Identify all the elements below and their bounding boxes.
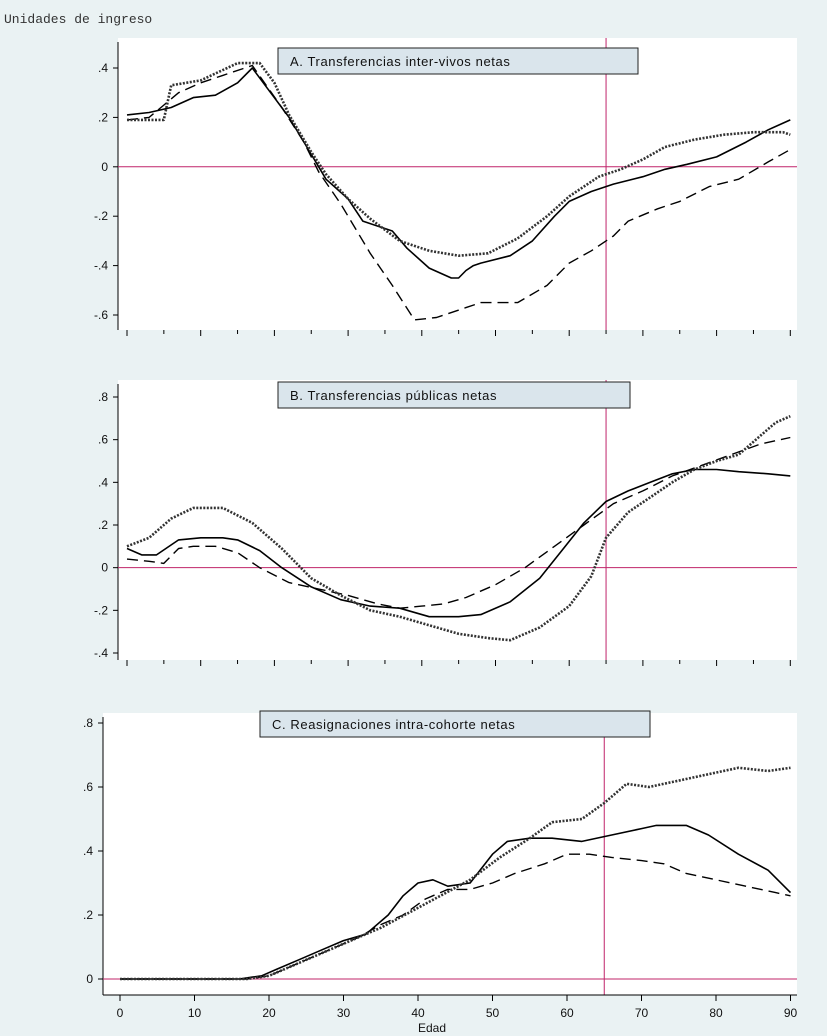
- panel-b-y-tick-label: .6: [98, 433, 108, 447]
- panel-b-y-tick-label: .8: [98, 390, 108, 404]
- panel-b-title: B. Transferencias públicas netas: [290, 388, 497, 403]
- panel-c-y-tick-label: .8: [83, 716, 93, 730]
- panel-a-series-dashed-line: [126, 64, 791, 321]
- panel-c-series-solid-line: [120, 824, 792, 980]
- panel-c-y-tick-label: .2: [83, 908, 93, 922]
- y-unit-label: Unidades de ingreso: [4, 12, 153, 27]
- panel-a-plot-area: [118, 38, 797, 330]
- panel-b-y-tick-label: -.2: [94, 603, 108, 617]
- x-axis-label: Edad: [418, 1021, 446, 1035]
- x-tick-label: 60: [560, 1006, 574, 1020]
- panel-a-y-tick-label: -.2: [94, 209, 108, 223]
- panel-a-y-tick-label: -.6: [94, 308, 108, 322]
- panel-a-y-tick-label: .2: [98, 110, 108, 124]
- panel-a-y-tick-label: .4: [98, 61, 108, 75]
- panel-a-title-box: [277, 47, 639, 75]
- x-tick-label: 80: [709, 1006, 723, 1020]
- x-tick-label: 40: [411, 1006, 425, 1020]
- panel-c-title-box: [259, 710, 651, 738]
- x-tick-label: 30: [337, 1006, 351, 1020]
- x-tick-label: 10: [188, 1006, 202, 1020]
- panel-a-title: A. Transferencias inter-vivos netas: [290, 54, 510, 69]
- panel-c-y-tick-label: .4: [83, 844, 93, 858]
- x-tick-label: 70: [635, 1006, 649, 1020]
- panel-b-series-solid-line: [126, 468, 791, 618]
- panel-b-y-tick-label: 0: [101, 561, 108, 575]
- panel-b-y-tick-label: .4: [98, 475, 108, 489]
- panel-c-y-tick-label: .6: [83, 780, 93, 794]
- panel-a-series-dotted-line: [127, 61, 791, 257]
- panel-c-y-tick-label: 0: [86, 972, 93, 986]
- panel-a-series-solid-line: [126, 67, 791, 279]
- panel-b-y-tick-label: .2: [98, 518, 108, 532]
- x-tick-label: 90: [784, 1006, 798, 1020]
- x-tick-label: 50: [486, 1006, 500, 1020]
- panel-b-plot-area: [118, 380, 797, 660]
- panel-a-y-tick-label: 0: [101, 160, 108, 174]
- panel-c-plot-area: [103, 713, 797, 995]
- panel-a-y-tick-label: -.4: [94, 259, 108, 273]
- panel-b-y-tick-label: -.4: [94, 646, 108, 660]
- panel-c-series-dotted-line: [120, 766, 791, 981]
- panel-b-title-box: [277, 381, 631, 409]
- panel-b-series-dotted-line: [126, 415, 791, 642]
- x-tick-label: 0: [117, 1006, 124, 1020]
- panel-c-title: C. Reasignaciones intra-cohorte netas: [272, 717, 515, 732]
- x-tick-label: 20: [262, 1006, 276, 1020]
- panel-b-series-dashed-line: [126, 436, 791, 609]
